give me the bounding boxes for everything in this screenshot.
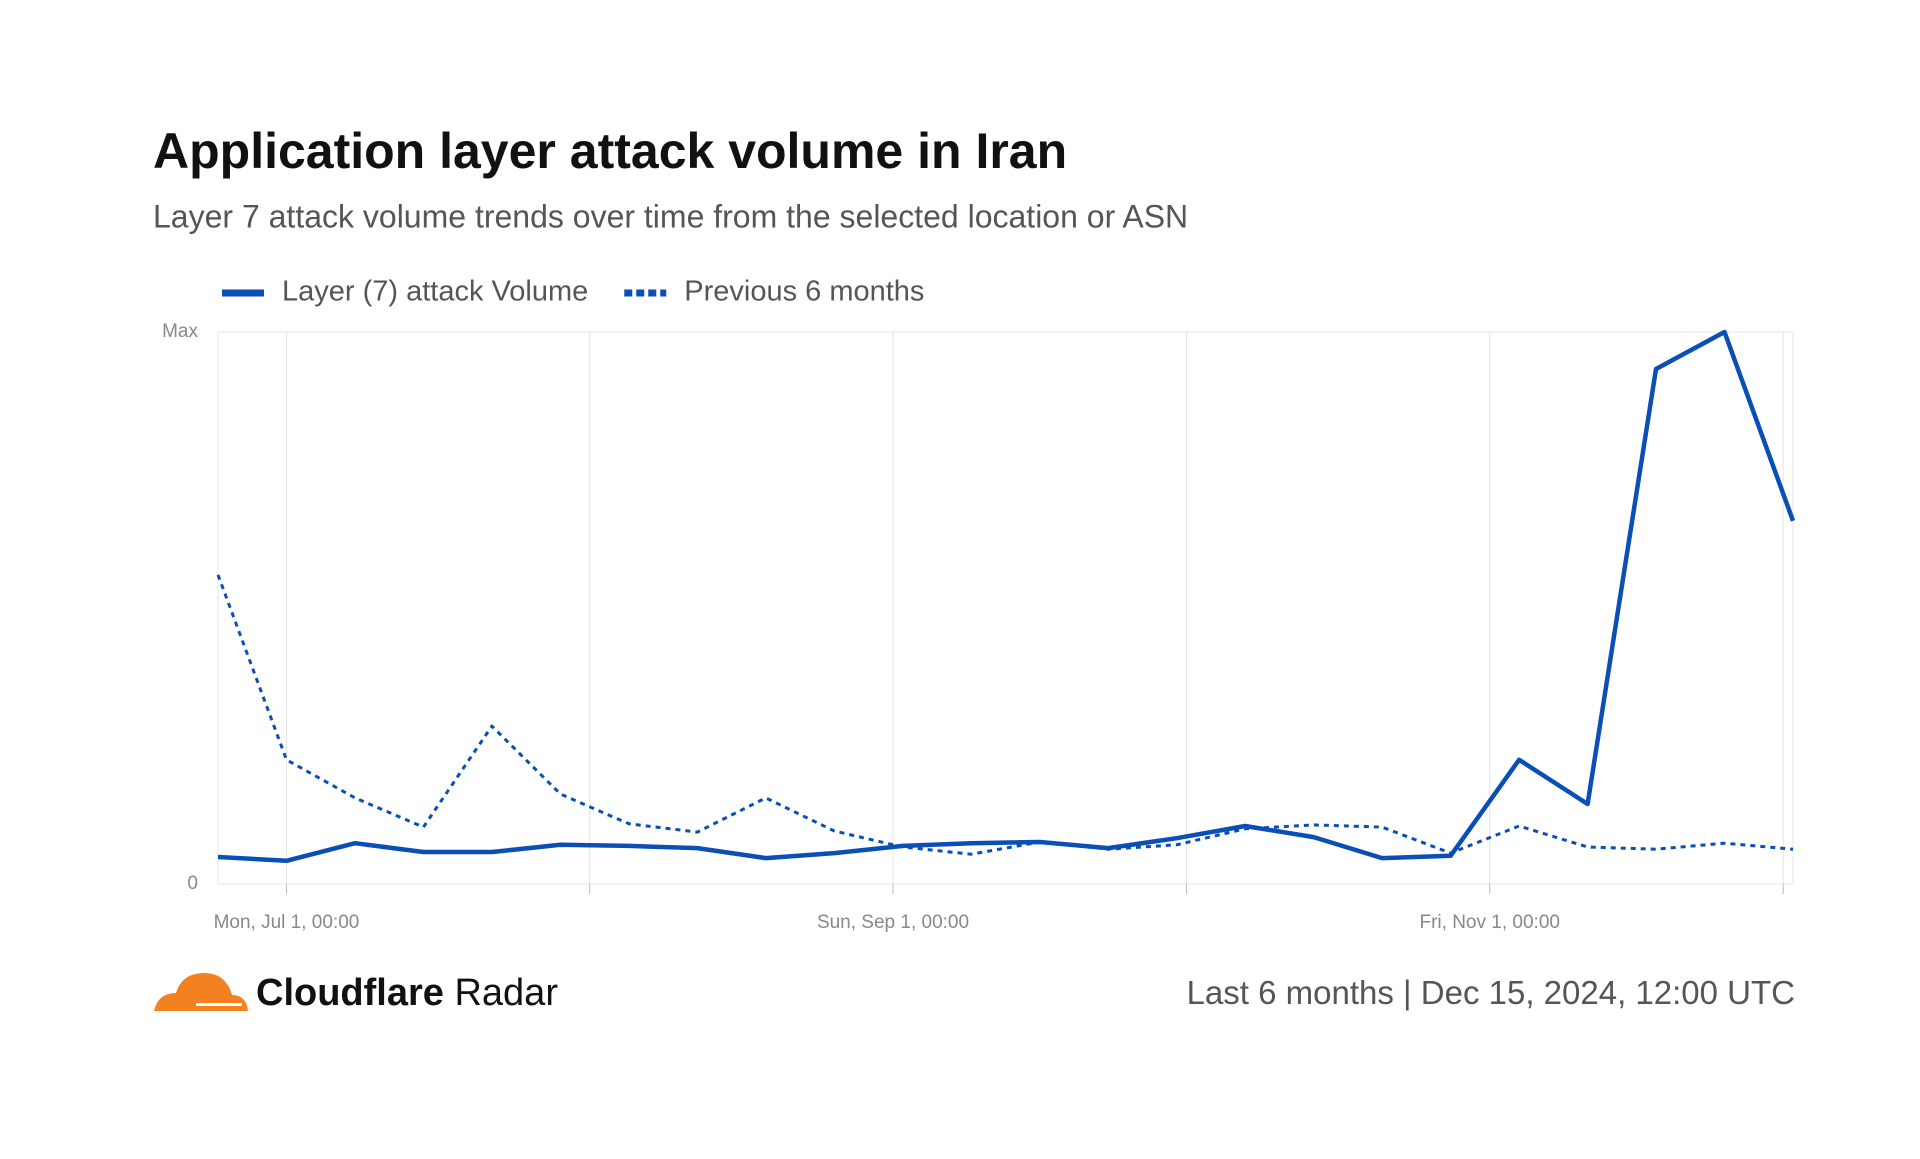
brand-light: Radar — [454, 972, 558, 1014]
plot-frame — [217, 331, 1794, 885]
series-line — [217, 329, 1796, 864]
series-line — [216, 574, 1794, 856]
footer-info: Last 6 months | Dec 15, 2024, 12:00 UTC — [1187, 974, 1795, 1011]
x-tick-label: Mon, Jul 1, 00:00 — [214, 912, 360, 933]
brand: Cloudflare Radar — [256, 972, 558, 1014]
footer: Cloudflare Radar Last 6 months | Dec 15,… — [154, 972, 1795, 1014]
legend-label: Previous 6 months — [684, 276, 924, 308]
x-tick-label: Fri, Nov 1, 00:00 — [1420, 912, 1560, 933]
chart-title: Application layer attack volume in Iran — [153, 123, 1067, 179]
timestamp: Dec 15, 2024, 12:00 UTC — [1421, 974, 1795, 1011]
period: Last 6 months — [1187, 974, 1394, 1011]
brand-bold: Cloudflare — [256, 972, 444, 1014]
legend-label: Layer (7) attack Volume — [282, 276, 588, 308]
cloudflare-logo — [154, 973, 248, 1011]
x-tick-label: Sun, Sep 1, 00:00 — [817, 912, 969, 933]
y-tick-label: Max — [162, 321, 198, 342]
chart-subtitle: Layer 7 attack volume trends over time f… — [153, 198, 1188, 234]
y-tick-label: 0 — [187, 873, 198, 894]
